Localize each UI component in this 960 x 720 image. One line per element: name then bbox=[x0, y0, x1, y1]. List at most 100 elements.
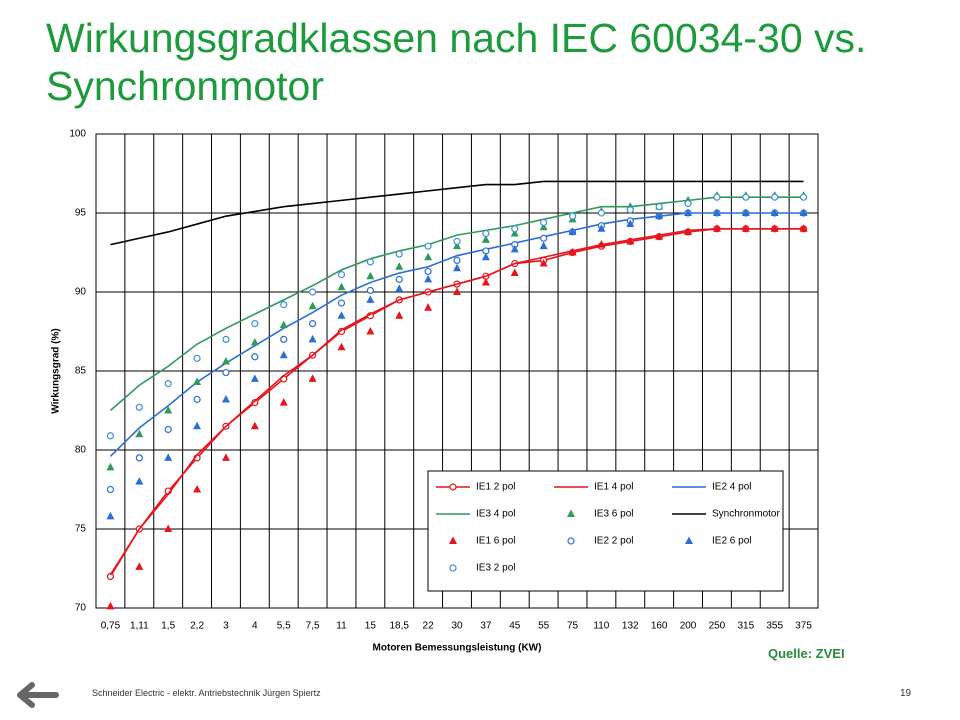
marker bbox=[568, 212, 577, 220]
marker bbox=[453, 241, 461, 250]
marker bbox=[770, 224, 779, 232]
marker bbox=[799, 193, 808, 201]
marker bbox=[106, 601, 115, 610]
x-tick-label: 315 bbox=[737, 621, 754, 632]
marker bbox=[251, 353, 259, 361]
x-tick-label: 75 bbox=[567, 621, 579, 632]
marker bbox=[193, 485, 202, 493]
y-axis-label: Wirkungsgrad (%) bbox=[51, 328, 62, 413]
marker bbox=[395, 262, 404, 270]
marker bbox=[712, 208, 721, 216]
marker bbox=[135, 477, 144, 485]
legend-label: IE2 2 pol bbox=[594, 536, 633, 547]
marker bbox=[568, 227, 577, 235]
marker bbox=[164, 425, 172, 434]
marker bbox=[280, 301, 288, 309]
marker bbox=[597, 209, 606, 217]
legend-label: IE2 6 pol bbox=[712, 536, 751, 547]
x-tick-label: 11 bbox=[336, 621, 347, 632]
x-tick-label: 22 bbox=[423, 621, 435, 632]
marker bbox=[337, 342, 346, 351]
marker bbox=[164, 524, 173, 532]
y-tick-label: 100 bbox=[69, 129, 86, 140]
marker bbox=[135, 454, 143, 462]
marker bbox=[250, 374, 259, 382]
marker bbox=[309, 288, 317, 296]
marker bbox=[135, 562, 144, 570]
footer: Schneider Electric - elektr. Antriebstec… bbox=[92, 688, 321, 698]
marker bbox=[135, 403, 143, 411]
marker bbox=[279, 320, 288, 329]
x-tick-label: 55 bbox=[538, 621, 550, 632]
marker bbox=[449, 564, 457, 572]
marker bbox=[366, 327, 375, 335]
marker bbox=[449, 483, 457, 491]
x-tick-label: 160 bbox=[651, 621, 668, 632]
marker bbox=[453, 256, 461, 264]
marker bbox=[770, 208, 779, 216]
x-tick-label: 0,75 bbox=[101, 621, 121, 632]
x-tick-label: 3 bbox=[223, 621, 229, 632]
marker bbox=[713, 193, 721, 201]
marker bbox=[741, 224, 750, 232]
slide-title: Wirkungsgradklassen nach IEC 60034-30 vs… bbox=[46, 15, 867, 109]
marker bbox=[221, 394, 230, 403]
back-arrow[interactable] bbox=[12, 680, 62, 710]
legend-label: IE3 4 pol bbox=[476, 509, 515, 520]
marker bbox=[741, 208, 750, 216]
marker bbox=[655, 211, 664, 220]
y-tick-label: 70 bbox=[75, 603, 87, 614]
marker bbox=[567, 509, 575, 517]
legend-label: IE3 2 pol bbox=[476, 563, 515, 574]
marker bbox=[164, 406, 173, 414]
marker bbox=[221, 453, 230, 461]
marker bbox=[193, 421, 202, 430]
marker bbox=[539, 222, 548, 231]
marker bbox=[511, 225, 519, 233]
x-tick-label: 45 bbox=[509, 621, 521, 632]
marker bbox=[424, 274, 433, 283]
legend-label: IE2 4 pol bbox=[712, 482, 751, 493]
marker bbox=[684, 208, 693, 216]
marker bbox=[626, 236, 635, 245]
x-tick-label: 1,11 bbox=[130, 621, 149, 632]
marker bbox=[366, 271, 375, 280]
legend-box bbox=[427, 470, 784, 592]
x-tick-label: 2,2 bbox=[190, 621, 204, 632]
page-number: 19 bbox=[900, 688, 912, 699]
x-tick-label: 37 bbox=[480, 621, 492, 632]
marker bbox=[250, 421, 259, 430]
series-line bbox=[110, 180, 804, 246]
marker bbox=[742, 193, 750, 201]
marker bbox=[567, 537, 575, 545]
marker bbox=[366, 258, 374, 266]
legend-label: IE1 2 pol bbox=[476, 482, 515, 493]
marker bbox=[337, 311, 346, 319]
marker bbox=[366, 295, 375, 303]
x-tick-label: 132 bbox=[622, 621, 639, 632]
marker bbox=[337, 282, 346, 291]
marker bbox=[510, 244, 519, 253]
x-tick-label: 4 bbox=[252, 621, 258, 632]
x-tick-label: 18,5 bbox=[390, 621, 410, 632]
marker bbox=[366, 286, 374, 295]
marker bbox=[193, 395, 201, 404]
y-tick-label: 90 bbox=[75, 287, 87, 298]
marker bbox=[655, 203, 663, 211]
marker bbox=[482, 229, 490, 238]
marker bbox=[453, 287, 461, 295]
marker bbox=[279, 398, 288, 406]
marker bbox=[395, 275, 403, 283]
marker bbox=[395, 250, 403, 258]
x-tick-label: 5,5 bbox=[277, 621, 291, 632]
marker bbox=[684, 199, 692, 208]
x-axis-label: Motoren Bemessungsleistung (KW) bbox=[373, 643, 542, 654]
marker bbox=[337, 271, 346, 279]
marker bbox=[337, 299, 346, 307]
legend-label: IE1 4 pol bbox=[594, 482, 633, 493]
marker bbox=[222, 335, 230, 343]
marker bbox=[135, 429, 144, 438]
marker bbox=[568, 248, 577, 256]
marker bbox=[221, 357, 230, 365]
